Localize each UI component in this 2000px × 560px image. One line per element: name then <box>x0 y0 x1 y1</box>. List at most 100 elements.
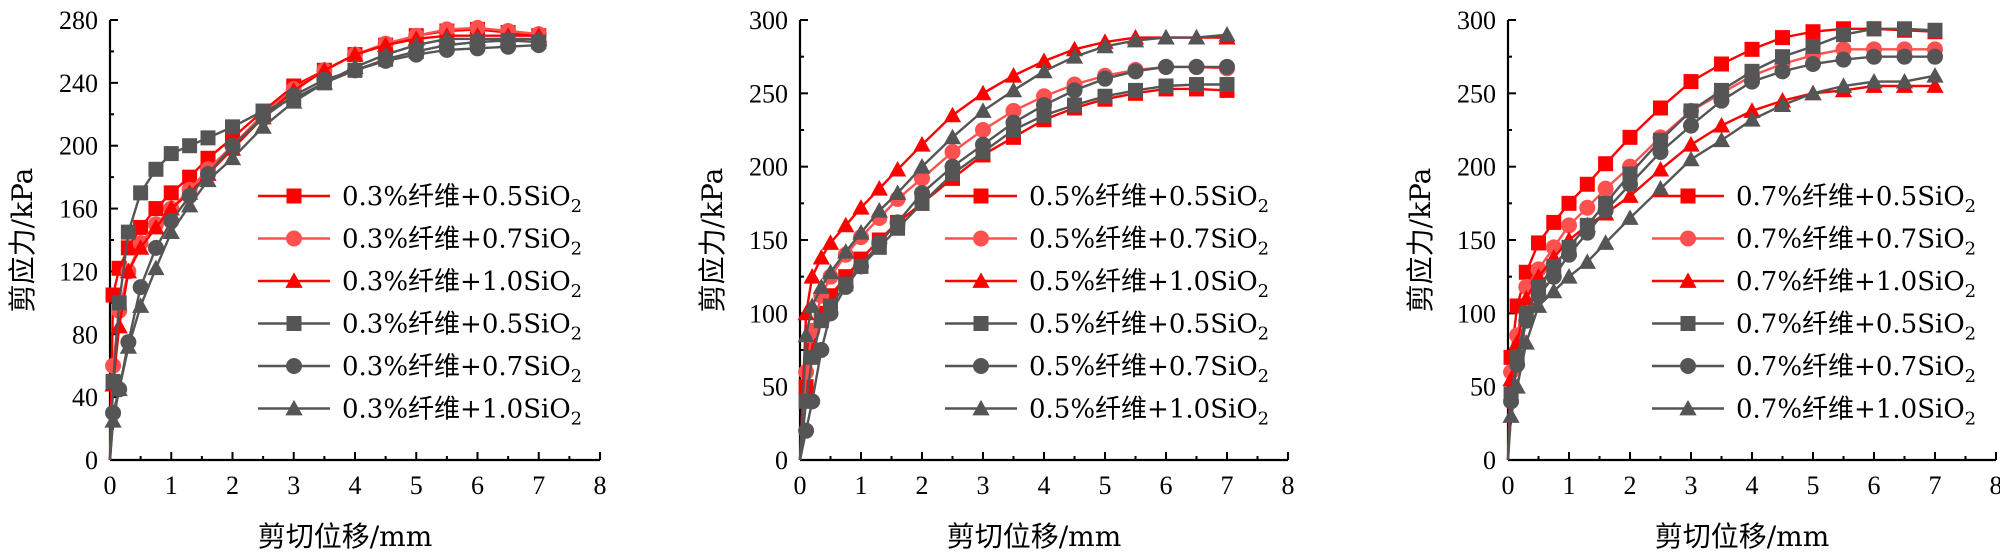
data-point <box>1682 136 1700 152</box>
data-point <box>1683 117 1699 134</box>
legend-marker <box>286 316 302 331</box>
x-tick-label: 5 <box>410 471 423 500</box>
data-point <box>889 214 906 231</box>
data-point <box>1805 56 1821 72</box>
data-point <box>1579 176 1595 192</box>
x-tick-label: 6 <box>1160 471 1173 500</box>
data-point <box>1561 217 1577 234</box>
data-point <box>1897 21 1912 37</box>
data-point <box>1004 67 1023 83</box>
data-point <box>133 219 149 235</box>
legend-marker <box>973 188 989 204</box>
data-point <box>163 185 179 201</box>
data-point <box>1866 48 1882 65</box>
data-point <box>407 36 425 53</box>
y-tick-label: 100 <box>1457 299 1496 328</box>
data-point <box>1927 22 1943 38</box>
legend-item: 0.3%纤维+0.7SiO2 <box>258 352 582 387</box>
data-point <box>1926 77 1944 93</box>
data-point <box>822 305 839 322</box>
data-point <box>888 184 907 200</box>
data-point <box>1653 100 1668 116</box>
x-tick-label: 2 <box>1624 471 1637 500</box>
legend-item: 0.7%纤维+0.5SiO2 <box>1652 310 1976 345</box>
legend-marker <box>286 230 302 247</box>
data-point <box>1096 37 1114 54</box>
data-point <box>1518 312 1535 329</box>
legend-item: 0.7%纤维+0.7SiO2 <box>1652 225 1976 260</box>
data-point <box>870 180 888 196</box>
data-point <box>1035 62 1053 79</box>
y-tick-label: 0 <box>775 446 788 475</box>
data-point <box>1714 56 1729 72</box>
data-point <box>377 36 395 53</box>
x-tick-label: 0 <box>794 471 807 500</box>
legend-label: 0.7%纤维+0.7SiO2 <box>1736 225 1976 260</box>
y-tick-label: 160 <box>59 195 98 224</box>
data-point <box>1835 51 1852 68</box>
data-point <box>803 268 821 284</box>
data-point <box>821 263 840 280</box>
y-tick-label: 50 <box>1470 373 1496 402</box>
data-point <box>438 41 455 58</box>
data-point <box>530 30 548 46</box>
data-point <box>132 239 150 255</box>
legend-item: 0.7%纤维+0.7SiO2 <box>1652 352 1976 387</box>
y-tick-label: 200 <box>59 132 98 161</box>
legend-marker <box>1680 230 1696 247</box>
data-point <box>1529 297 1548 313</box>
data-point <box>110 317 128 334</box>
data-point <box>200 130 216 146</box>
data-point <box>438 30 456 46</box>
data-point <box>1653 132 1668 148</box>
series-5 <box>1503 48 1943 461</box>
series-5 <box>798 58 1235 461</box>
data-point <box>1066 82 1083 99</box>
data-point <box>132 279 149 296</box>
data-point <box>499 30 517 46</box>
y-tick-label: 200 <box>749 153 788 182</box>
x-tick-label: 1 <box>165 471 178 500</box>
data-point <box>974 84 992 101</box>
data-point <box>1773 96 1792 112</box>
legend-label: 0.5%纤维+0.7SiO2 <box>1029 225 1269 260</box>
data-point <box>914 170 930 187</box>
legend-item: 0.3%纤维+0.5SiO2 <box>258 310 582 345</box>
data-point <box>1189 77 1204 93</box>
legend-label: 0.7%纤维+0.7SiO2 <box>1736 352 1976 387</box>
y-tick-label: 200 <box>1457 153 1496 182</box>
series-6 <box>104 30 548 461</box>
data-point <box>975 136 991 153</box>
data-point <box>285 93 303 109</box>
data-point <box>1005 102 1022 119</box>
data-point <box>1531 235 1546 251</box>
legend-item: 0.3%纤维+1.0SiO2 <box>258 395 582 430</box>
data-point <box>1502 407 1520 423</box>
legend-marker <box>1680 316 1696 331</box>
legend-marker <box>1679 399 1697 416</box>
legend-marker <box>1679 272 1697 288</box>
data-point <box>1895 72 1914 89</box>
data-point <box>837 243 855 259</box>
data-point <box>1158 58 1174 75</box>
x-axis-title: 剪切位移/mm <box>947 520 1122 553</box>
data-point <box>1546 214 1562 230</box>
data-point <box>132 297 150 313</box>
y-tick-label: 40 <box>72 383 98 412</box>
data-point <box>224 137 241 154</box>
y-tick-label: 280 <box>59 6 98 35</box>
y-tick-label: 150 <box>749 226 788 255</box>
data-point <box>852 199 870 215</box>
chart-panel-3: 0 1 2 3 4 5 6 7 8 0 50 100 150 200 250 300 剪切位移/mm 剪应力/kP… <box>1404 6 2000 553</box>
data-point <box>315 74 333 90</box>
data-point <box>1865 72 1883 89</box>
x-tick-label: 3 <box>287 471 300 500</box>
data-point <box>1035 52 1053 68</box>
data-point <box>1712 116 1731 133</box>
x-tick-label: 6 <box>1868 471 1881 500</box>
y-tick-label: 50 <box>762 373 788 402</box>
data-point <box>346 58 364 75</box>
data-point <box>1097 88 1113 104</box>
y-axis-title: 剪应力/kPa <box>1404 168 1437 313</box>
